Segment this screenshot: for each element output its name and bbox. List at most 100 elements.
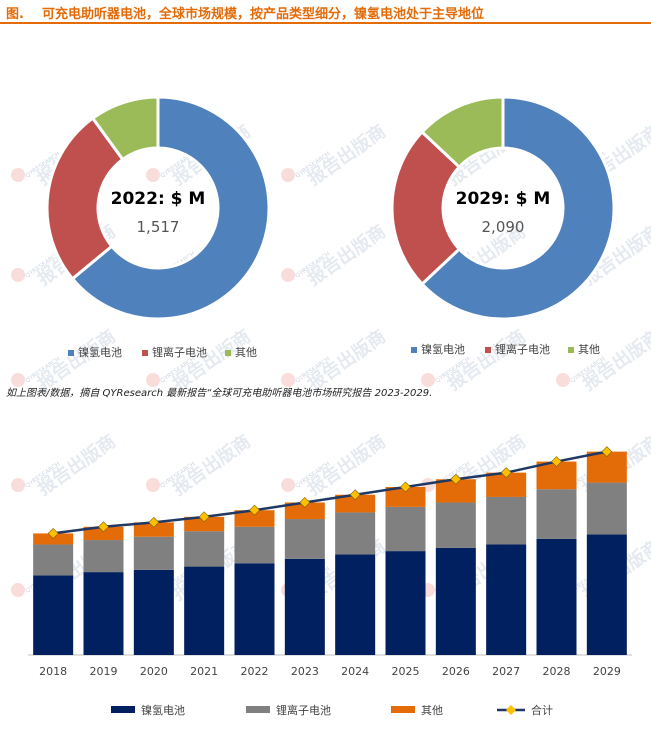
legend-swatch — [246, 706, 270, 713]
source-note: 如上图表/数据，摘自 QYResearch 最新报告“全球可充电助听器电池市场研… — [6, 388, 433, 399]
legend-label: 锂离子电池 — [152, 345, 207, 359]
watermark-logo-icon — [11, 373, 25, 387]
bar-segment — [234, 563, 275, 655]
watermark-text: 报告出版商 — [33, 430, 119, 500]
bar-segment — [33, 544, 74, 576]
donut-title: 2029: $ M — [456, 189, 551, 209]
x-tick-label: 2027 — [492, 665, 520, 678]
donut-title: 2022: $ M — [111, 189, 206, 209]
legend-label: 锂离子电池 — [276, 703, 331, 717]
bar-segment — [184, 566, 225, 655]
total-marker — [299, 497, 311, 508]
x-tick-label: 2025 — [392, 665, 420, 678]
legend-label: 合计 — [531, 703, 553, 717]
watermark-text: 报告出版商 — [578, 325, 651, 395]
total-marker — [400, 481, 411, 493]
total-marker — [551, 456, 562, 468]
bar-segment — [335, 512, 376, 555]
legend-swatch — [411, 347, 417, 353]
watermark-text: 报告出版商 — [443, 325, 529, 395]
legend-swatch — [225, 350, 231, 356]
bar-segment — [234, 510, 275, 527]
total-marker — [198, 511, 210, 523]
legend-marker — [506, 705, 516, 715]
bar-segment — [486, 496, 527, 545]
watermark-logo-icon — [11, 583, 25, 597]
donut-chart-2029: 2029: $ M 2,090 — [390, 95, 616, 321]
header: 图. 可充电助听器电池，全球市场规模，按产品类型细分，镍氢电池处于主导地位 — [0, 0, 651, 24]
x-tick-label: 2029 — [593, 665, 621, 678]
watermark-logo-icon — [281, 268, 295, 282]
bar-segment — [385, 551, 426, 655]
watermark-logo-icon — [556, 373, 570, 387]
bar-segment — [435, 479, 476, 503]
bar-segment — [184, 516, 225, 532]
legend-label: 镍氢电池 — [141, 703, 185, 717]
bar-segment — [586, 482, 627, 535]
watermark-text: 报告出版商 — [303, 430, 389, 500]
legend-swatch — [568, 347, 574, 353]
legend-swatch — [111, 706, 135, 713]
watermark-logo-icon — [281, 168, 295, 182]
total-marker — [349, 489, 361, 501]
bar-segment — [536, 538, 577, 655]
legend-label: 其他 — [235, 346, 257, 359]
legend-swatch — [68, 350, 74, 356]
bar-segment — [133, 569, 174, 655]
legend-swatch — [391, 706, 415, 713]
donut-total-label: 2,090 — [482, 218, 525, 236]
bar-segment — [435, 502, 476, 548]
bar-segment — [486, 544, 527, 655]
donut-slice — [419, 95, 505, 170]
x-tick-label: 2024 — [341, 665, 369, 678]
x-tick-label: 2028 — [543, 665, 571, 678]
total-marker — [47, 527, 59, 539]
watermark-logo-icon — [281, 478, 295, 492]
legend-label: 其他 — [421, 704, 443, 717]
watermark-logo-icon — [11, 168, 25, 182]
x-tick-label: 2019 — [90, 665, 118, 678]
bar-segment — [536, 489, 577, 539]
bar-segment — [385, 487, 426, 507]
bar-segment — [385, 506, 426, 552]
bar-segment — [284, 519, 325, 559]
watermark-logo-icon — [11, 268, 25, 282]
total-marker — [450, 473, 462, 485]
x-tick-label: 2020 — [140, 665, 168, 678]
bar-segment — [586, 534, 627, 655]
total-line — [53, 450, 608, 535]
bar-segment — [435, 547, 476, 655]
donut-chart-2022: 2022: $ M 1,517 — [45, 95, 271, 321]
bar-segment — [234, 526, 275, 564]
watermark-logo-icon — [146, 168, 160, 182]
watermark-logo-icon — [281, 373, 295, 387]
bar-segment — [335, 554, 376, 655]
x-tick-label: 2021 — [190, 665, 218, 678]
bar-segment — [133, 522, 174, 537]
watermark-text: 报告出版商 — [168, 430, 254, 500]
bar-segment — [284, 558, 325, 655]
donut-slice — [419, 95, 616, 321]
watermark-logo-icon — [146, 478, 160, 492]
watermark-logo-icon — [146, 373, 160, 387]
header-rule — [0, 22, 651, 24]
x-tick-label: 2023 — [291, 665, 319, 678]
bar-segment — [83, 540, 124, 573]
x-tick-label: 2022 — [241, 665, 269, 678]
bar-segment — [335, 494, 376, 513]
watermark-logo-icon — [421, 373, 435, 387]
legend-label: 其他 — [578, 343, 600, 356]
donut-slice — [90, 95, 160, 162]
watermark-logo-icon — [11, 478, 25, 492]
x-tick-label: 2026 — [442, 665, 470, 678]
donut-slice — [390, 129, 462, 287]
bar-segment — [33, 575, 74, 655]
donut-slice — [70, 95, 271, 321]
watermark-text: 报告出版商 — [303, 120, 389, 190]
x-tick-label: 2018 — [39, 665, 67, 678]
watermark-text: 报告出版商 — [303, 220, 389, 290]
total-marker — [148, 516, 160, 528]
bar-segment — [83, 526, 124, 541]
